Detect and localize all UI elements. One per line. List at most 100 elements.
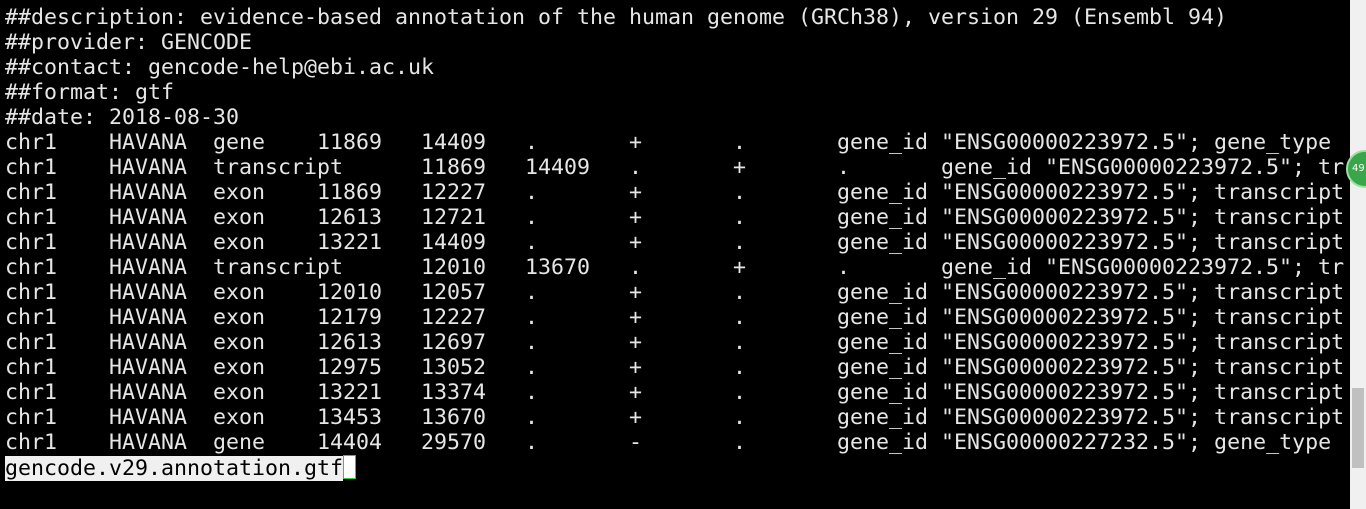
gtf-field: . <box>525 405 539 430</box>
gtf-field: . <box>525 280 539 305</box>
gtf-field: HAVANA <box>109 305 188 330</box>
gtf-field: 14409 <box>421 130 487 155</box>
gtf-field: HAVANA <box>109 180 188 205</box>
gtf-field: . <box>733 180 747 205</box>
gtf-field: 12697 <box>421 330 487 355</box>
gtf-field: + <box>629 405 643 430</box>
gtf-field: 12975 <box>317 355 383 380</box>
gtf-field: chr1 <box>5 405 58 430</box>
gtf-field: 13453 <box>317 405 383 430</box>
gtf-field: + <box>629 330 643 355</box>
gtf-field: + <box>733 155 747 180</box>
gtf-field: HAVANA <box>109 255 188 280</box>
gtf-row: chr1 HAVANA exon 13221 14409 . + . gene_… <box>5 230 1344 255</box>
scroll-thumb[interactable] <box>1352 388 1364 468</box>
gtf-field: gene_id "ENSG00000223972.5"; transcript <box>837 230 1345 255</box>
gtf-field: gene_id "ENSG00000223972.5"; transcript <box>837 355 1345 380</box>
gtf-field: HAVANA <box>109 330 188 355</box>
gtf-field: exon <box>213 330 266 355</box>
gtf-field: chr1 <box>5 355 58 380</box>
gtf-field: 14409 <box>525 155 591 180</box>
gtf-field: 13670 <box>525 255 591 280</box>
gtf-field: 11869 <box>317 130 383 155</box>
gtf-field: chr1 <box>5 180 58 205</box>
gtf-field: 13221 <box>317 230 383 255</box>
gtf-field: 12613 <box>317 330 383 355</box>
gtf-field: gene_id "ENSG00000223972.5"; transcript <box>837 305 1345 330</box>
gtf-field: . <box>525 430 539 455</box>
gtf-field: chr1 <box>5 305 58 330</box>
gtf-field: chr1 <box>5 230 58 255</box>
gtf-field: gene <box>213 130 266 155</box>
gtf-field: - <box>629 430 643 455</box>
gtf-row: chr1 HAVANA exon 12613 12697 . + . gene_… <box>5 330 1344 355</box>
gtf-field: gene_id "ENSG00000223972.5"; transcript <box>837 205 1345 230</box>
gtf-field: . <box>733 280 747 305</box>
gtf-field: + <box>629 230 643 255</box>
gtf-field: . <box>733 205 747 230</box>
gtf-field: . <box>525 330 539 355</box>
gtf-field: exon <box>213 230 266 255</box>
file-name: gencode.v29.annotation.gtf <box>5 456 344 481</box>
scrollbar[interactable] <box>1350 0 1366 509</box>
gtf-field: . <box>733 405 747 430</box>
header-line: ##contact: gencode-help@ebi.ac.uk <box>5 55 435 80</box>
gtf-row: chr1 HAVANA exon 13453 13670 . + . gene_… <box>5 405 1344 430</box>
gtf-field: . <box>525 180 539 205</box>
gtf-field: HAVANA <box>109 205 188 230</box>
gtf-field: exon <box>213 280 266 305</box>
gtf-field: chr1 <box>5 280 58 305</box>
gtf-field: gene_id "ENSG00000223972.5"; transcript <box>837 405 1345 430</box>
gtf-field: . <box>837 155 851 180</box>
gtf-field: gene_id "ENSG00000223972.5"; tr <box>941 255 1345 280</box>
gtf-field: 29570 <box>421 430 487 455</box>
terminal-output: ##description: evidence-based annotation… <box>5 5 1350 455</box>
gtf-field: chr1 <box>5 255 58 280</box>
gtf-field: + <box>629 180 643 205</box>
gtf-field: . <box>525 130 539 155</box>
gtf-field: HAVANA <box>109 280 188 305</box>
gtf-field: HAVANA <box>109 230 188 255</box>
gtf-row: chr1 HAVANA transcript 12010 13670 . + .… <box>5 255 1344 280</box>
gtf-field: chr1 <box>5 330 58 355</box>
gtf-field: gene <box>213 430 266 455</box>
gtf-field: chr1 <box>5 205 58 230</box>
gtf-field: HAVANA <box>109 430 188 455</box>
gtf-field: transcript <box>213 155 344 180</box>
gtf-field: 14404 <box>317 430 383 455</box>
gtf-field: HAVANA <box>109 155 188 180</box>
gtf-field: 13052 <box>421 355 487 380</box>
gtf-field: 12721 <box>421 205 487 230</box>
gtf-field: exon <box>213 355 266 380</box>
gtf-field: + <box>733 255 747 280</box>
gtf-field: . <box>733 305 747 330</box>
gtf-row: chr1 HAVANA exon 12179 12227 . + . gene_… <box>5 305 1344 330</box>
gtf-row: chr1 HAVANA transcript 11869 14409 . + .… <box>5 155 1344 180</box>
gtf-field: 12057 <box>421 280 487 305</box>
gtf-field: 12179 <box>317 305 383 330</box>
gtf-field: . <box>733 430 747 455</box>
gtf-field: gene_id "ENSG00000223972.5"; transcript <box>837 180 1345 205</box>
gtf-row: chr1 HAVANA exon 11869 12227 . + . gene_… <box>5 180 1344 205</box>
gtf-field: chr1 <box>5 155 58 180</box>
header-line: ##description: evidence-based annotation… <box>5 5 1228 30</box>
gtf-row: chr1 HAVANA exon 12975 13052 . + . gene_… <box>5 355 1344 380</box>
gtf-field: exon <box>213 305 266 330</box>
gtf-field: exon <box>213 380 266 405</box>
header-line: ##provider: GENCODE <box>5 30 253 55</box>
gtf-field: . <box>525 380 539 405</box>
gtf-field: 12613 <box>317 205 383 230</box>
gtf-field: + <box>629 355 643 380</box>
gtf-field: + <box>629 280 643 305</box>
gtf-field: 13221 <box>317 380 383 405</box>
gtf-field: + <box>629 380 643 405</box>
gtf-field: gene_id "ENSG00000223972.5"; transcript <box>837 280 1345 305</box>
gtf-field: . <box>629 155 643 180</box>
gtf-field: 12227 <box>421 180 487 205</box>
status-bar: gencode.v29.annotation.gtf <box>5 455 1350 481</box>
gtf-field: + <box>629 130 643 155</box>
gtf-field: 13670 <box>421 405 487 430</box>
gtf-field: exon <box>213 180 266 205</box>
gtf-field: . <box>733 380 747 405</box>
